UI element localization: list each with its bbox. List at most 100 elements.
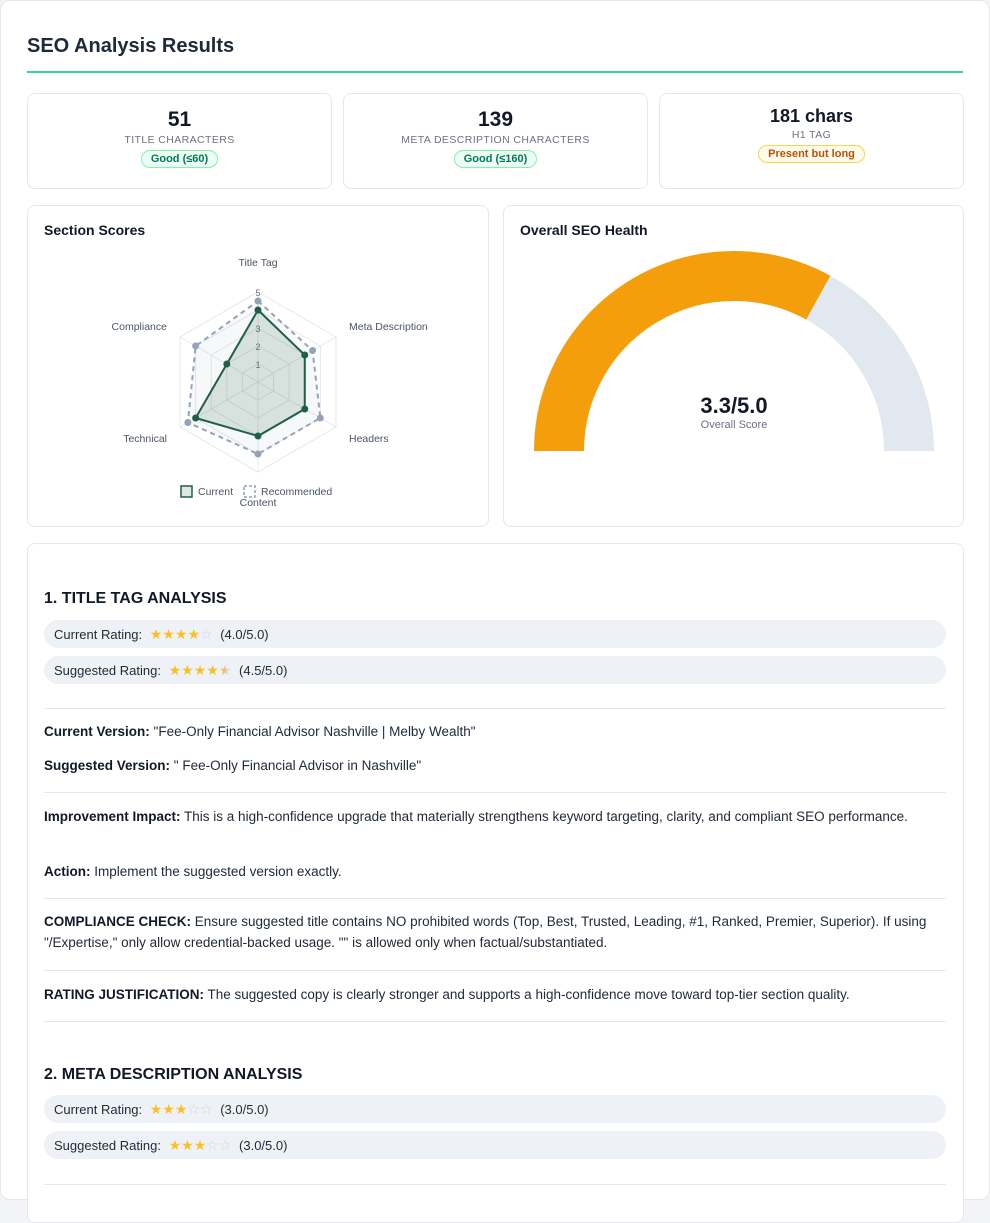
section-scores-title: Section Scores [44,222,146,238]
radar-point-recommended [254,450,262,458]
rating-value: (4.0/5.0) [220,627,269,642]
star-rating: ★★★★★ [169,662,232,678]
compliance-check: COMPLIANCE CHECK: Ensure suggested title… [44,911,946,953]
radar-point-current [223,360,231,368]
radar-point-current [301,351,309,359]
rating-label: Suggested Rating: [54,663,161,678]
radar-point-recommended [254,297,262,305]
rating-label: Current Rating: [54,1102,143,1117]
radar-point-recommended [192,342,200,350]
rating-value: (3.0/5.0) [220,1102,269,1117]
star-empty-icon: ☆ [200,626,213,642]
divider [44,708,946,709]
divider [44,970,946,971]
improvement-impact: Improvement Impact: This is a high-confi… [44,806,946,827]
action: Action: Implement the suggested version … [44,861,946,882]
legend-swatch-recommended [243,485,256,498]
field-value: The suggested copy is clearly stronger a… [207,987,850,1002]
stat-label: TITLE CHARACTERS [124,134,235,146]
overall-health-gauge: 3.3/5.0 Overall Score [534,251,934,452]
star-full-icon: ★ [162,1101,175,1117]
page-header: SEO Analysis Results [27,35,963,73]
suggested-rating-row: Suggested Rating: ★★★☆☆ (3.0/5.0) [44,1131,946,1159]
field-label: RATING JUSTIFICATION: [44,987,204,1002]
stat-value: 139 [477,108,514,131]
status-badge: Present but long [758,145,865,163]
divider [44,1184,946,1185]
divider [44,898,946,899]
radar-axis-label: Meta Description [349,321,428,333]
status-badge: Good (≤160) [453,150,538,168]
radar-tick-label: 3 [255,324,260,334]
section-heading-title-tag: 1. TITLE TAG ANALYSIS [44,590,227,607]
radar-point-recommended [309,347,317,354]
star-empty-icon: ☆ [200,1101,213,1117]
star-rating: ★★★☆☆ [150,1101,213,1117]
page-title: SEO Analysis Results [27,35,235,57]
divider [44,792,946,793]
field-value: Ensure suggested title contains NO prohi… [44,914,927,950]
gauge-score-label: Overall Score [701,419,768,431]
rating-value: (4.5/5.0) [239,663,288,678]
field-value: Implement the suggested version exactly. [94,864,342,879]
star-full-icon: ★ [168,662,182,678]
current-rating-row: Current Rating: ★★★★☆ (4.0/5.0) [44,620,946,648]
star-half-icon: ★ [218,662,232,678]
stat-label: H1 TAG [791,129,832,141]
rating-justification: RATING JUSTIFICATION: The suggested copy… [44,984,946,1005]
field-label: Current Version: [44,724,150,739]
stat-value: 181 chars [769,106,854,126]
rating-label: Suggested Rating: [54,1138,161,1153]
gauge-track [805,275,934,452]
star-full-icon: ★ [149,1101,163,1117]
star-full-icon: ★ [181,662,194,678]
suggested-rating-row: Suggested Rating: ★★★★★ (4.5/5.0) [44,656,946,684]
gauge-score-value: 3.3/5.0 [700,393,767,418]
legend-label-current: Current [198,486,233,498]
radar-point-current [254,306,262,314]
status-badge: Good (≤60) [140,150,219,168]
star-empty-icon: ☆ [218,1137,232,1153]
radar-axis-label: Content [240,497,277,509]
radar-point-current [254,432,262,440]
gauge-fill [534,251,831,452]
radar-tick-label: 2 [255,342,260,352]
radar-axis-label: Technical [123,433,167,445]
field-label: Suggested Version: [44,758,171,773]
overall-health-card: Overall SEO Health 3.3/5.0 Overall Score [503,205,964,527]
field-value: " Fee-Only Financial Advisor in Nashvill… [173,758,422,773]
stat-card-h1-tag: 181 chars H1 TAG Present but long [659,93,964,189]
field-value: "Fee-Only Financial Advisor Nashville | … [153,724,476,739]
field-label: Action: [44,864,91,879]
stat-label: META DESCRIPTION CHARACTERS [401,134,590,146]
rating-value: (3.0/5.0) [239,1138,288,1153]
divider [44,1021,946,1022]
overall-health-title: Overall SEO Health [520,222,648,238]
star-rating: ★★★★☆ [150,626,213,642]
star-full-icon: ★ [149,626,163,642]
star-full-icon: ★ [187,626,201,642]
star-full-icon: ★ [174,626,188,642]
stat-card-title-chars: 51 TITLE CHARACTERS Good (≤60) [27,93,332,189]
radar-point-recommended [184,419,192,426]
star-full-icon: ★ [162,626,175,642]
radar-axis-label: Title Tag [238,257,277,269]
section-heading-meta-description: 2. META DESCRIPTION ANALYSIS [44,1066,303,1083]
field-label: COMPLIANCE CHECK: [44,914,191,929]
current-version: Current Version: "Fee-Only Financial Adv… [44,721,946,742]
rating-label: Current Rating: [54,627,143,642]
stat-card-meta-chars: 139 META DESCRIPTION CHARACTERS Good (≤1… [343,93,648,189]
radar-axis-label: Headers [349,433,389,445]
radar-point-current [192,414,200,422]
legend-swatch-current [180,485,193,498]
star-empty-icon: ☆ [187,1101,201,1117]
radar-tick-label: 1 [255,360,260,370]
radar-tick-label: 5 [255,288,260,298]
star-full-icon: ★ [193,662,207,678]
radar-point-current [301,405,309,413]
legend-label-recommended: Recommended [261,486,332,498]
radar-axis-label: Compliance [112,321,168,333]
